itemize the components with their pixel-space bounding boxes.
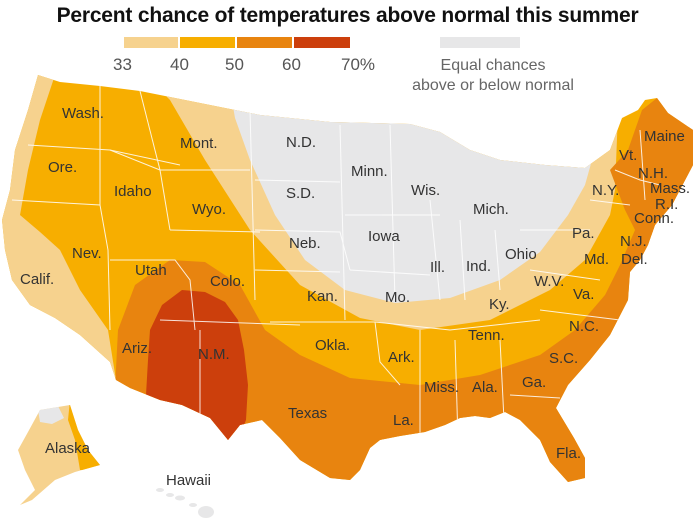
label-iowa: Iowa [368, 228, 400, 245]
label-ri: R.I. [655, 196, 678, 213]
label-mass: Mass. [650, 180, 690, 197]
label-fla: Fla. [556, 445, 581, 462]
label-kan: Kan. [307, 288, 338, 305]
label-okla: Okla. [315, 337, 350, 354]
legend-label-60: 60 [282, 55, 301, 74]
label-nh: N.H. [638, 165, 668, 182]
hawaii-islands [156, 488, 214, 518]
label-nd: N.D. [286, 134, 316, 151]
label-ind: Ind. [466, 258, 491, 275]
label-ill: Ill. [430, 259, 445, 276]
legend-swatch-50 [237, 37, 292, 48]
label-calif: Calif. [20, 271, 54, 288]
legend-swatch-40 [180, 37, 235, 48]
state-labels: Wash. Ore. Calif. Idaho Nev. Mont. Wyo. … [20, 105, 690, 489]
label-ny: N.Y. [592, 182, 619, 199]
label-la: La. [393, 412, 414, 429]
state-borders [11, 85, 661, 441]
label-neb: Neb. [289, 235, 321, 252]
label-wyo: Wyo. [192, 201, 226, 218]
label-alaska: Alaska [45, 440, 91, 457]
label-conn: Conn. [634, 210, 674, 227]
label-wash: Wash. [62, 105, 104, 122]
label-md: Md. [584, 251, 609, 268]
legend-equal-line1: Equal chances [440, 57, 546, 74]
legend-swatch-equal [440, 37, 520, 48]
legend-swatch-60 [294, 37, 350, 48]
label-minn: Minn. [351, 163, 388, 180]
label-sd: S.D. [286, 185, 315, 202]
label-utah: Utah [135, 262, 167, 279]
label-miss: Miss. [424, 379, 459, 396]
legend-label-33: 33 [113, 55, 132, 74]
label-sc: S.C. [549, 350, 578, 367]
label-ariz: Ariz. [122, 340, 152, 357]
label-del: Del. [621, 251, 648, 268]
label-va: Va. [573, 286, 594, 303]
label-nev: Nev. [72, 245, 102, 262]
label-wv: W.V. [534, 273, 564, 290]
label-nc: N.C. [569, 318, 599, 335]
label-texas: Texas [288, 405, 327, 422]
label-idaho: Idaho [114, 183, 152, 200]
label-ga: Ga. [522, 374, 546, 391]
label-ky: Ky. [489, 296, 510, 313]
legend-label-50: 50 [225, 55, 244, 74]
label-nm: N.M. [198, 346, 230, 363]
map-title: Percent chance of temperatures above nor… [56, 4, 639, 27]
label-nj: N.J. [620, 233, 647, 250]
label-ark: Ark. [388, 349, 415, 366]
label-vt: Vt. [619, 147, 637, 164]
legend-label-70: 70% [341, 55, 376, 74]
label-mont: Mont. [180, 135, 218, 152]
legend-label-40: 40 [170, 55, 189, 74]
label-maine: Maine [644, 128, 685, 145]
legend-equal-chances: Equal chances above or below normal [398, 56, 588, 96]
legend-equal-line2: above or below normal [412, 77, 574, 94]
label-colo: Colo. [210, 273, 245, 290]
label-mich: Mich. [473, 201, 509, 218]
label-hawaii: Hawaii [166, 472, 211, 489]
label-mo: Mo. [385, 289, 410, 306]
label-ohio: Ohio [505, 246, 537, 263]
label-ore: Ore. [48, 159, 77, 176]
label-ala: Ala. [472, 379, 498, 396]
label-tenn: Tenn. [468, 327, 505, 344]
label-pa: Pa. [572, 225, 595, 242]
legend-swatch-33 [124, 37, 178, 48]
label-wis: Wis. [411, 182, 440, 199]
